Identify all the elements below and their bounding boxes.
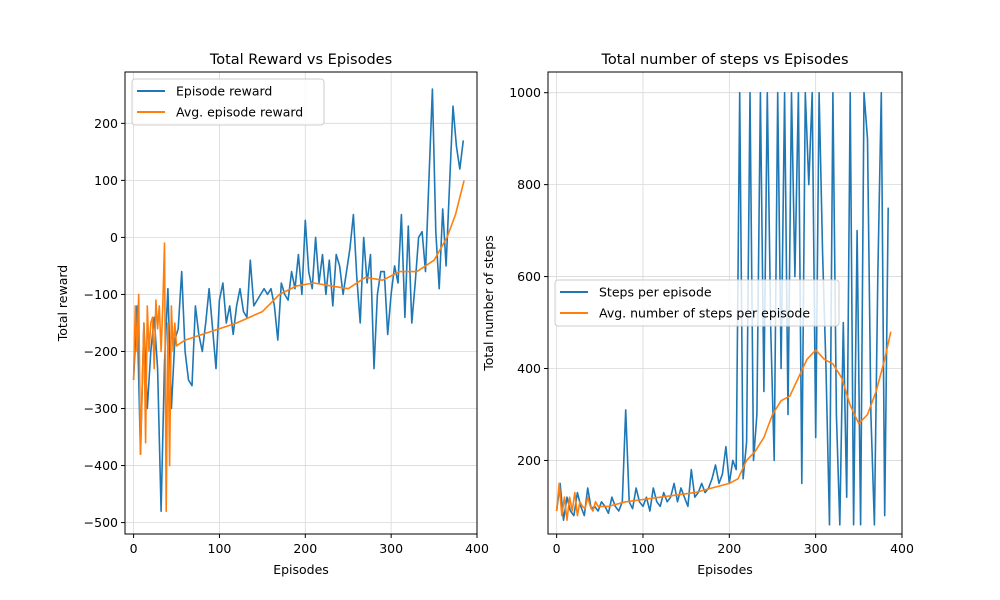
steps-chart: 0 100 200 300 400 200 400 600 800 1000 Total numb… (481, 52, 914, 577)
steps-series-avg-line (555, 331, 892, 522)
reward-chart-xlabel: Episodes (273, 562, 329, 577)
reward-legend-label-episode: Episode reward (176, 84, 272, 99)
steps-ytick-label-1000: 1000 (509, 85, 541, 100)
steps-ytick-label-800: 800 (517, 177, 541, 192)
steps-ytick-label-600: 600 (517, 269, 541, 284)
steps-ytick-label-400: 400 (517, 361, 541, 376)
steps-xtick-label-300: 300 (804, 541, 828, 556)
reward-ytick-label-100: 100 (94, 173, 118, 188)
steps-xtick-label-200: 200 (717, 541, 741, 556)
reward-xtick-label-100: 100 (208, 541, 232, 556)
steps-chart-series (555, 91, 892, 526)
steps-legend-box (554, 279, 840, 327)
reward-xtick-label-300: 300 (379, 541, 403, 556)
steps-xtick-label-400: 400 (890, 541, 914, 556)
steps-legend-label-episode: Steps per episode (599, 285, 712, 300)
steps-chart-legend: Steps per episode Avg. number of steps p… (554, 279, 840, 327)
steps-chart-xlabel: Episodes (697, 562, 753, 577)
reward-ytick-label-0: 0 (110, 230, 118, 245)
reward-xtick-label-200: 200 (293, 541, 317, 556)
reward-chart-legend: Episode reward Avg. episode reward (131, 78, 325, 126)
reward-ytick-label--400: −400 (84, 458, 118, 473)
steps-legend-label-avg: Avg. number of steps per episode (599, 306, 810, 321)
steps-chart-ticks: 0 100 200 300 400 200 400 600 800 1000 (509, 85, 914, 556)
reward-chart-frame (124, 71, 478, 535)
reward-xtick-label-0: 0 (130, 541, 138, 556)
reward-legend-label-avg: Avg. episode reward (176, 105, 303, 120)
reward-chart-title: Total Reward vs Episodes (209, 52, 392, 68)
reward-series-episode-line (132, 88, 465, 513)
reward-chart-ylabel: Total reward (55, 265, 70, 342)
reward-chart-ticks: 0 100 200 300 400 −500 −400 −300 −200 −100 0 100 200 (84, 116, 489, 556)
steps-chart-title: Total number of steps vs Episodes (600, 52, 848, 68)
reward-ytick-label--300: −300 (84, 401, 118, 416)
reward-legend-box (131, 78, 325, 126)
reward-series-avg-line (132, 180, 465, 513)
reward-ytick-label--200: −200 (84, 344, 118, 359)
reward-ytick-label--500: −500 (84, 515, 118, 530)
steps-ytick-label-200: 200 (517, 453, 541, 468)
reward-ytick-label--100: −100 (84, 287, 118, 302)
reward-chart-series (132, 88, 465, 513)
reward-xtick-label-400: 400 (465, 541, 489, 556)
reward-ytick-label-200: 200 (94, 116, 118, 131)
steps-chart-ylabel: Total number of steps (481, 235, 496, 372)
steps-xtick-label-100: 100 (631, 541, 655, 556)
steps-chart-frame (547, 71, 903, 535)
steps-xtick-label-0: 0 (553, 541, 561, 556)
steps-series-episode-line (555, 91, 889, 526)
reward-chart: 0 100 200 300 400 −500 −400 −300 −200 −100 0 100 200… (55, 52, 489, 577)
